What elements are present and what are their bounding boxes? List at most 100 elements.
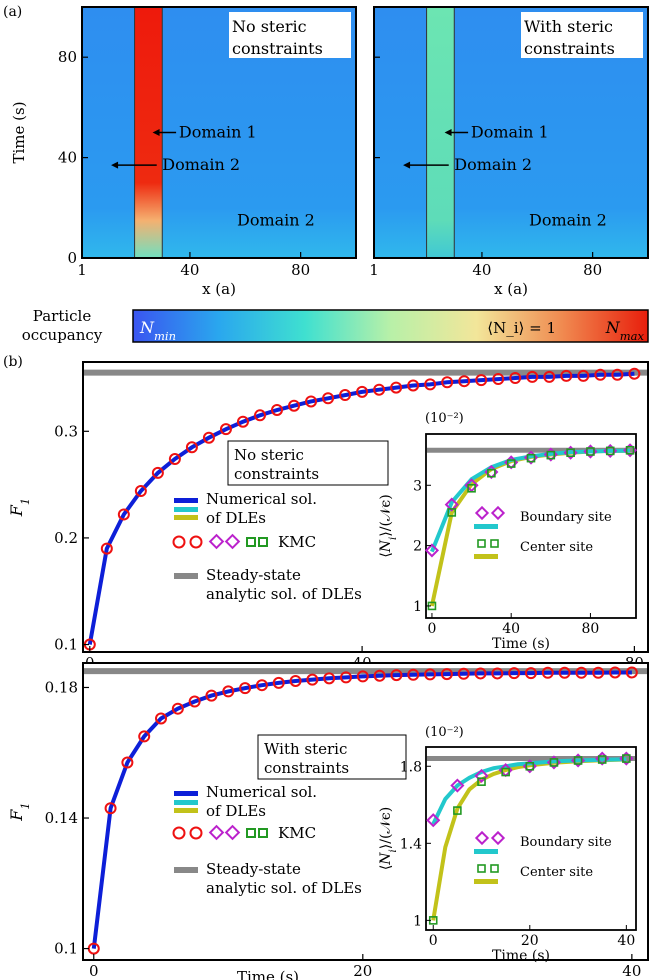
inset-x-axis-label: Time (s)	[492, 948, 550, 964]
legend-swatch-boundary-line	[174, 800, 198, 805]
domain2-right-label: Domain 2	[529, 210, 607, 229]
kmc-point	[272, 676, 285, 689]
x-tick-label: 20	[353, 962, 372, 980]
heatmap-label-box	[521, 12, 643, 58]
heatmap-label-box	[229, 12, 351, 58]
kmc-point	[356, 670, 369, 683]
kmc-point	[306, 673, 319, 686]
domain1-label: Domain 1	[471, 123, 549, 142]
kmc-point	[407, 379, 420, 392]
kmc-point	[424, 378, 437, 391]
x-tick-label: 40	[622, 962, 641, 980]
kmc-point	[171, 702, 184, 715]
domain1-label: Domain 1	[179, 123, 257, 142]
inset-frame	[425, 433, 637, 619]
inset-y-axis-label: ⟨Ni⟩/(𝒩ϵ)	[378, 494, 399, 557]
panel-label-a: (a)	[3, 4, 22, 20]
inset-legend-boundary-marker	[474, 505, 490, 521]
inset-center-point	[622, 754, 631, 763]
inset-legend-center-marker	[490, 539, 499, 548]
kmc-point	[205, 689, 218, 702]
heatmap-label-line2: constraints	[524, 39, 615, 58]
inset-1: 0 40 80 1 2 3 Time (s) (10⁻²) ⟨Ni⟩/(𝒩ϵ) Boundary …	[378, 411, 638, 652]
y-tick-label: 0.3	[54, 422, 78, 440]
domain2-left-label: Domain 2	[162, 155, 240, 174]
legend-numerical-line1: Numerical sol.	[206, 783, 317, 801]
kmc-point	[508, 667, 521, 680]
kmc-point	[288, 399, 301, 412]
y-axis-label: Time (s)	[10, 101, 28, 163]
kmc-point	[323, 672, 336, 685]
kmc-point	[373, 383, 386, 396]
legend-swatch-boundary-line	[174, 507, 198, 512]
kmc-point	[222, 685, 235, 698]
kmc-point	[271, 403, 284, 416]
x-tick-label: 1	[77, 261, 87, 279]
inset-center-point	[477, 777, 486, 786]
legend-steady-line1: Steady-state	[206, 860, 301, 878]
inset-x-tick-label: 40	[617, 933, 635, 949]
inset-legend-boundary-label: Boundary site	[520, 510, 612, 525]
inset-center-point	[597, 755, 607, 764]
legend-swatch-steady	[174, 573, 198, 579]
kmc-point	[424, 668, 437, 681]
inset-boundary-point	[424, 543, 440, 558]
kmc-point	[592, 666, 605, 679]
kmc-point	[219, 423, 232, 436]
legend-boundary-marker	[224, 533, 241, 550]
y-tick-label: 0.1	[54, 636, 78, 654]
legend-steady-line2: analytic sol. of DLEs	[206, 585, 362, 603]
legend-kmc-label: KMC	[278, 824, 316, 842]
kmc-point	[255, 679, 268, 692]
kmc-point	[134, 485, 147, 498]
inset-x-tick-label: 0	[427, 621, 436, 637]
legend-kmc-marker	[172, 826, 186, 840]
constraint-label-line1: With steric	[264, 740, 347, 758]
kmc-point	[339, 671, 352, 684]
inset-legend-boundary-marker	[490, 830, 506, 846]
inset-legend-boundary-line	[474, 849, 498, 854]
heatmap-label-line1: With steric	[524, 17, 613, 36]
legend-center-marker	[246, 828, 256, 838]
kmc-point	[543, 370, 556, 383]
inset-x-tick-label: 20	[521, 933, 539, 949]
chart-1: 0 40 80 0.1 0.2 0.3 Time (s) F1 No stericconstra…	[7, 361, 649, 678]
legend-steady-line1: Steady-state	[206, 566, 301, 584]
colorbar-title-line2: occupancy	[22, 326, 103, 344]
legend-boundary-marker	[208, 533, 225, 550]
panel-label-b: (b)	[3, 354, 23, 370]
legend-swatch-numerical	[174, 791, 198, 796]
kmc-point	[541, 666, 554, 679]
kmc-point	[611, 368, 624, 381]
kmc-point	[138, 730, 151, 743]
domain2-arrowhead	[111, 161, 119, 169]
legend-swatch-center-line	[174, 515, 198, 520]
kmc-point	[253, 409, 266, 422]
inset-x-tick-label: 0	[429, 933, 438, 949]
kmc-point	[356, 385, 369, 398]
colorbar-min-label: Nmin	[139, 318, 176, 343]
x-tick-label: 40	[472, 261, 491, 279]
legend-swatch-steady	[174, 867, 198, 873]
inset-frame	[425, 746, 637, 931]
inset-center-point	[605, 446, 615, 456]
kmc-point	[441, 376, 454, 389]
constraint-label-line1: No steric	[234, 446, 304, 464]
y-tick-label: 40	[58, 149, 77, 167]
heatmap-frame	[373, 6, 649, 259]
kmc-point	[558, 666, 571, 679]
y-tick-label: 0.1	[54, 940, 78, 958]
inset-boundary-point	[450, 778, 465, 793]
domain2-right-label: Domain 2	[237, 210, 315, 229]
x-tick-label: 40	[180, 261, 199, 279]
heatmap-label-line2: constraints	[232, 39, 323, 58]
domain2-left-label: Domain 2	[454, 155, 532, 174]
kmc-point	[117, 508, 130, 521]
legend-kmc-marker	[189, 535, 203, 549]
inset-legend-boundary-marker	[490, 505, 506, 521]
inset-legend-boundary-line	[474, 524, 498, 529]
colorbar-gradient	[132, 309, 649, 343]
inset-2: 0 20 40 1 1.4 1.8 Time (s) (10⁻²) ⟨Ni⟩/(𝒩ϵ) Bound…	[378, 725, 637, 964]
inset-center-point	[525, 761, 535, 771]
